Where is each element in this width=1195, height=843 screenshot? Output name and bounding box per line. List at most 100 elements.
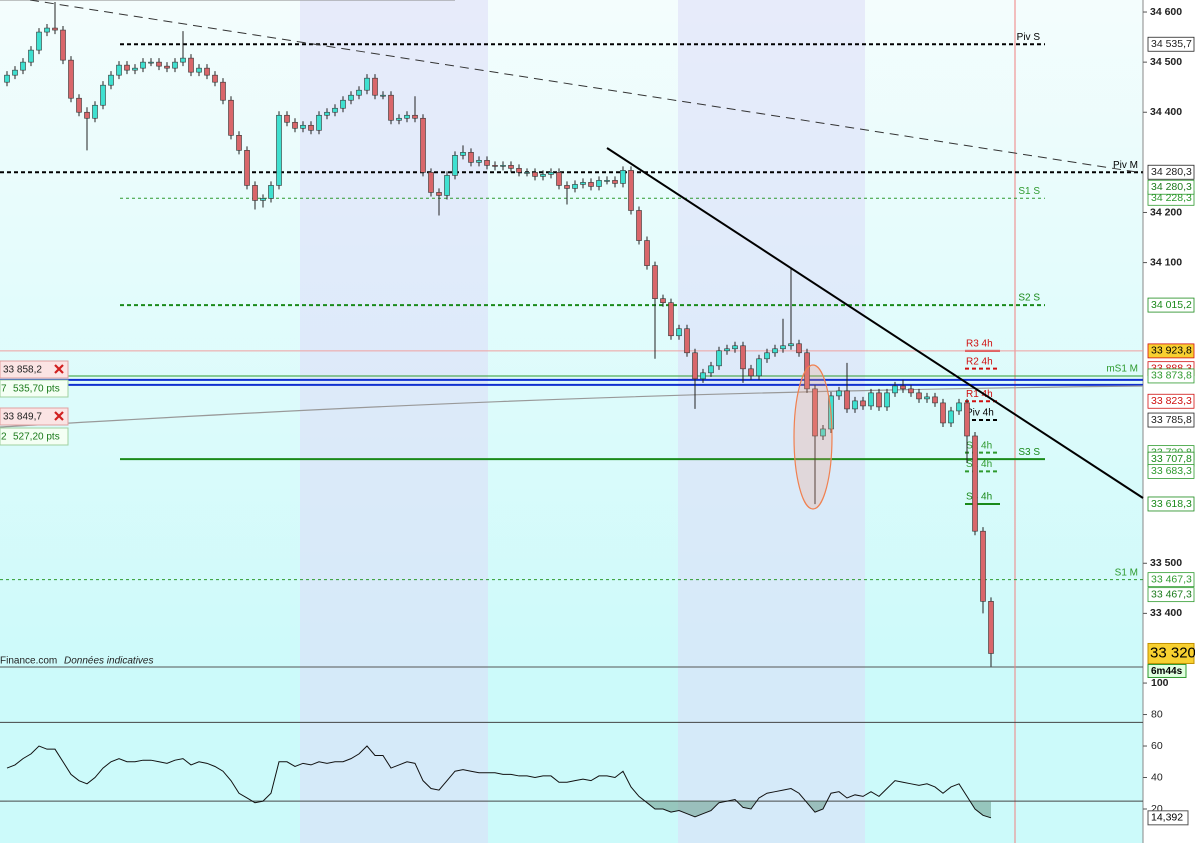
candle-body [948, 410, 954, 424]
candle-body [236, 135, 242, 151]
close-icon[interactable] [54, 364, 64, 374]
candle-body [412, 114, 418, 119]
candle-body [460, 152, 466, 156]
candle-body [588, 182, 594, 187]
candle-body [908, 388, 914, 394]
candle-body [676, 328, 682, 337]
price-tag-label: 33 467,3 [1151, 588, 1192, 600]
level-label: Piv M [1113, 160, 1138, 171]
candle-body [100, 84, 106, 106]
moving-average [0, 385, 1144, 428]
candle-body [900, 385, 906, 390]
candle-body [228, 99, 234, 136]
session-band [678, 0, 865, 843]
candle-body [572, 184, 578, 189]
candle-body [356, 89, 362, 96]
close-icon[interactable] [54, 411, 64, 421]
candle-body [188, 57, 194, 73]
trend-line [29, 0, 1144, 174]
candle-body [684, 328, 690, 354]
price-tag-label: 34 280,3 [1151, 181, 1192, 193]
candle-body [508, 165, 514, 169]
candle-body [580, 182, 586, 185]
candle-body [756, 358, 762, 377]
candle-body [36, 31, 42, 51]
candle-body [364, 77, 370, 91]
candle-body [124, 64, 130, 71]
price-tag-label: 33 467,3 [1151, 573, 1192, 585]
candle-body [28, 49, 34, 63]
candle-body [260, 198, 266, 201]
candle-body [44, 27, 50, 33]
session-band [300, 0, 488, 843]
candle-body [332, 107, 338, 113]
price-tag [1147, 496, 1195, 512]
candle-body [852, 400, 858, 410]
price-tag [1147, 412, 1195, 428]
candle-body [524, 172, 530, 174]
candle-body [956, 402, 962, 412]
price-tag [1147, 464, 1195, 479]
trend-line [606, 147, 1144, 499]
price-pane [0, 0, 1143, 667]
timer-box [1147, 663, 1187, 678]
candle-body [796, 343, 802, 354]
candle-body [980, 530, 986, 602]
level-label: S2 4h [966, 459, 992, 470]
candle-body [388, 94, 394, 121]
candle-body [68, 59, 74, 99]
level-label: R1 4h [966, 389, 993, 400]
candle-body [92, 104, 98, 119]
rsi-tag [1147, 810, 1189, 826]
candle-body [556, 172, 562, 186]
candle-body [292, 121, 298, 129]
disclaimer: Données indicatives [64, 656, 154, 667]
candle-body [596, 180, 602, 187]
candle-body [436, 192, 442, 196]
candle-body [348, 94, 354, 101]
candle-body [84, 111, 90, 119]
price-tag-label: 34 280,3 [1151, 166, 1192, 178]
candle-body [140, 61, 146, 69]
order-box[interactable] [0, 360, 69, 379]
y-tick-label: 34 100 [1150, 256, 1182, 268]
candle-body [212, 74, 218, 83]
candle-body [916, 392, 922, 400]
y-tick-label: 34 500 [1150, 56, 1182, 68]
candle-body [812, 388, 818, 437]
candle-body [868, 392, 874, 407]
last-price-tag [1147, 642, 1195, 664]
candle-body [764, 352, 770, 360]
last-price-label: 33 320 [1150, 644, 1195, 661]
price-tag [1147, 587, 1195, 603]
level-label: R2 4h [966, 356, 993, 367]
rsi-tick-label: 40 [1151, 771, 1163, 783]
timer-label: 6m44s [1151, 666, 1183, 677]
level-label: S1 M [1115, 567, 1138, 578]
candle-body [76, 97, 82, 113]
candle-body [884, 392, 890, 408]
candle-body [564, 185, 570, 189]
candle-body [636, 210, 642, 241]
candle-body [268, 185, 274, 199]
price-tag [1147, 343, 1195, 359]
level-label: S1 S [1018, 186, 1040, 197]
candle-body [924, 396, 930, 400]
candle-body [740, 345, 746, 370]
candle-body [204, 67, 210, 76]
candle-body [428, 172, 434, 193]
level-label: mS1 M [1106, 364, 1138, 375]
level-label: Piv 4h [966, 408, 994, 419]
rsi-line [6, 745, 992, 819]
candle-body [108, 74, 114, 86]
rsi-tick-label: 100 [1151, 677, 1169, 689]
candle-body [396, 117, 402, 121]
candle-body [52, 27, 58, 31]
candle-body [420, 117, 426, 173]
order-box[interactable] [0, 407, 69, 426]
candle-body [196, 67, 202, 73]
candle-body [244, 150, 250, 186]
candle-body [500, 165, 506, 167]
candle-body [836, 390, 842, 397]
